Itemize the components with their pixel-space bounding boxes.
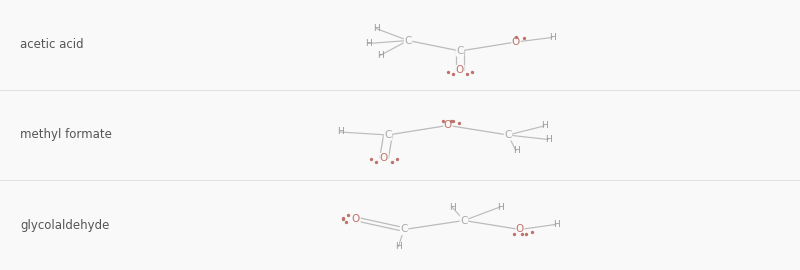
Text: C: C (404, 35, 412, 46)
Text: C: C (460, 215, 468, 225)
Text: H: H (553, 220, 559, 229)
Text: O: O (512, 37, 520, 47)
Text: C: C (456, 46, 464, 56)
Text: glycolaldehyde: glycolaldehyde (20, 218, 110, 231)
Text: H: H (377, 51, 383, 60)
Text: O: O (444, 120, 452, 130)
Text: C: C (384, 130, 392, 140)
Text: H: H (549, 33, 555, 42)
Text: O: O (380, 153, 388, 163)
Text: H: H (365, 39, 371, 48)
Text: H: H (545, 135, 551, 144)
Text: O: O (352, 214, 360, 224)
Text: C: C (504, 130, 512, 140)
Text: H: H (395, 242, 402, 251)
Text: H: H (513, 146, 519, 155)
Text: O: O (456, 66, 464, 76)
Text: C: C (400, 224, 408, 235)
Text: methyl formate: methyl formate (20, 129, 112, 141)
Text: H: H (373, 24, 379, 33)
Text: H: H (337, 127, 343, 137)
Text: O: O (516, 224, 524, 235)
Text: H: H (449, 202, 455, 211)
Text: H: H (541, 122, 547, 130)
Text: H: H (497, 202, 503, 211)
Text: acetic acid: acetic acid (20, 39, 84, 52)
